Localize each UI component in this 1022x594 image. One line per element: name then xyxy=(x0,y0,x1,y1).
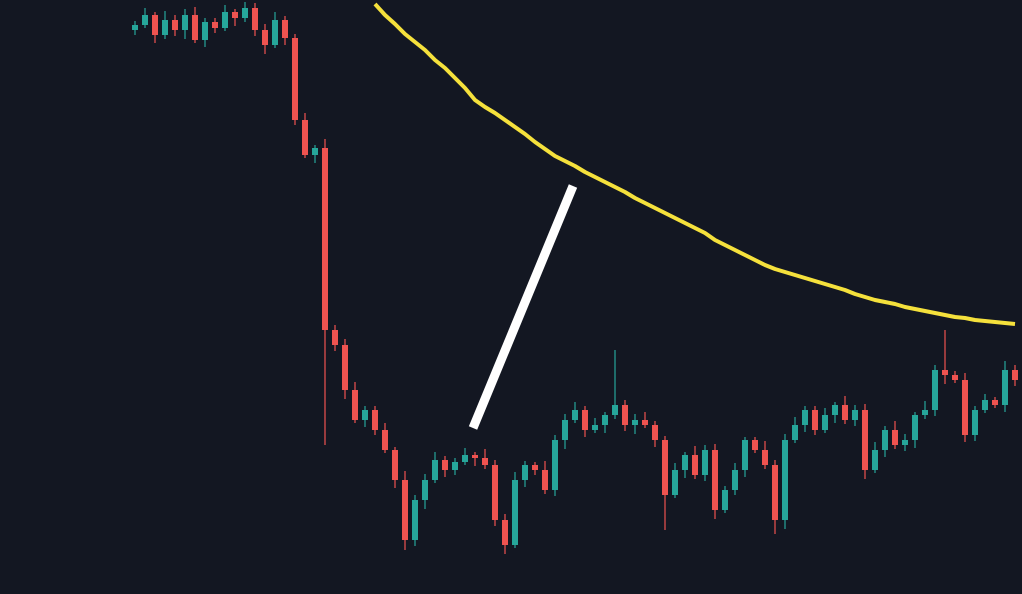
candle-body xyxy=(1002,370,1008,405)
candle-body xyxy=(642,420,648,425)
candle-body xyxy=(912,415,918,440)
candle-body xyxy=(712,450,718,510)
candle-body xyxy=(352,390,358,420)
candle-body xyxy=(262,30,268,45)
candle-body xyxy=(602,415,608,425)
candle-body xyxy=(842,405,848,420)
candle-body xyxy=(182,15,188,30)
candle-body xyxy=(692,455,698,475)
candle-body xyxy=(402,480,408,540)
candle-body xyxy=(492,465,498,520)
candle-body xyxy=(482,458,488,465)
candle-body xyxy=(532,465,538,470)
candle-body xyxy=(832,405,838,415)
candle-body xyxy=(592,425,598,430)
candle-body xyxy=(222,12,228,28)
candle-body xyxy=(862,410,868,470)
candle-body xyxy=(362,410,368,420)
candle-body xyxy=(342,345,348,390)
candle-body xyxy=(542,470,548,490)
candle-body xyxy=(272,20,278,45)
candle-body xyxy=(732,470,738,490)
candle-body xyxy=(702,450,708,475)
candle-body xyxy=(942,370,948,375)
candle-body xyxy=(132,25,138,30)
candle-body xyxy=(822,415,828,430)
candle-body xyxy=(1012,370,1018,380)
candle-body xyxy=(282,20,288,38)
candle-body xyxy=(902,440,908,445)
candle-body xyxy=(512,480,518,545)
moving-average-line xyxy=(373,2,1016,326)
candle-body xyxy=(372,410,378,430)
drawn-trendline xyxy=(468,184,578,430)
candle-body xyxy=(952,375,958,380)
candle-body xyxy=(292,38,298,120)
candle-body xyxy=(802,410,808,425)
candle-body xyxy=(302,120,308,155)
candle-body xyxy=(522,465,528,480)
candle-body xyxy=(882,430,888,450)
candle-body xyxy=(392,450,398,480)
candle-body xyxy=(212,22,218,28)
candle-body xyxy=(742,440,748,470)
candle-body xyxy=(162,20,168,35)
candle-body xyxy=(612,405,618,415)
candle-body xyxy=(922,410,928,415)
candle-body xyxy=(172,20,178,30)
candle-body xyxy=(662,440,668,495)
candle-body xyxy=(632,420,638,425)
candle-body xyxy=(582,410,588,430)
candle-body xyxy=(672,470,678,495)
candle-body xyxy=(312,148,318,155)
candle-body xyxy=(472,455,478,458)
candle-body xyxy=(992,400,998,405)
candle-body xyxy=(432,460,438,480)
candle-body xyxy=(142,15,148,25)
candle-body xyxy=(752,440,758,450)
candle-body xyxy=(202,22,208,40)
candle-body xyxy=(462,455,468,462)
candle-body xyxy=(152,15,158,35)
candle-body xyxy=(652,425,658,440)
candle-body xyxy=(622,405,628,425)
candle-body xyxy=(412,500,418,540)
candle-body xyxy=(982,400,988,410)
candle-body xyxy=(232,12,238,18)
candle-body xyxy=(242,8,248,18)
candle-body xyxy=(682,455,688,470)
candle-body xyxy=(422,480,428,500)
candle-body xyxy=(892,430,898,445)
candle-body xyxy=(572,410,578,420)
candle-body xyxy=(562,420,568,440)
candle-body xyxy=(762,450,768,465)
candle-body xyxy=(722,490,728,510)
candle-body xyxy=(972,410,978,435)
candle-body xyxy=(962,380,968,435)
candle-body xyxy=(192,15,198,40)
candle-body xyxy=(872,450,878,470)
candle-body xyxy=(782,440,788,520)
candle-body xyxy=(332,330,338,345)
candle-body xyxy=(502,520,508,545)
candle-body xyxy=(322,148,328,330)
candle-body xyxy=(772,465,778,520)
candles xyxy=(132,2,1018,554)
candle-body xyxy=(552,440,558,490)
candle-body xyxy=(812,410,818,430)
candle-body xyxy=(252,8,258,30)
candle-body xyxy=(792,425,798,440)
candle-body xyxy=(852,410,858,420)
candle-body xyxy=(382,430,388,450)
candle-body xyxy=(452,462,458,470)
candle-body xyxy=(442,460,448,470)
candle-body xyxy=(932,370,938,410)
